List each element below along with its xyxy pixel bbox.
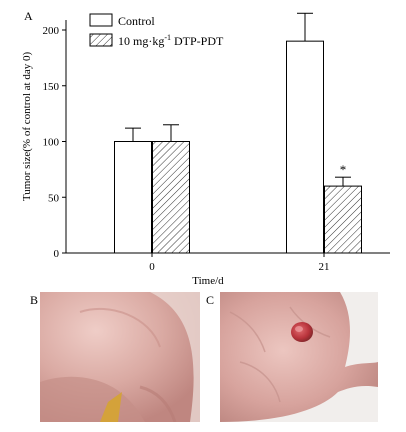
legend: Control 10 mg·kg-1 DTP-PDT: [89, 13, 224, 48]
legend-swatch-control: [89, 13, 113, 27]
plot-area: 0 50 100 150 200 Tumor size(% of control at d…: [21, 12, 390, 287]
panel-a-letter: A: [24, 9, 33, 23]
panel-c-letter: C: [206, 293, 215, 307]
legend-swatch-treated: [89, 33, 113, 47]
y-tick-label: 50: [48, 192, 60, 204]
legend-label-control: Control: [118, 14, 155, 28]
photo-panel-b: [40, 292, 200, 422]
tumor-size-bar-chart: A 0 50 100 150 200 Tumor size(% of control at…: [21, 9, 390, 287]
y-tick-label: 0: [54, 248, 60, 260]
bar-treated-0: [152, 141, 190, 254]
y-tick-label: 150: [43, 81, 60, 93]
legend-label-treated: 10 mg·kg-1 DTP-PDT: [118, 33, 224, 48]
y-axis-label: Tumor size(% of control at day 0): [21, 52, 33, 202]
x-tick-label: 0: [149, 261, 155, 273]
photo-panel-c: [220, 292, 378, 422]
y-tick-label: 100: [43, 137, 60, 149]
significance-asterisk: *: [340, 162, 347, 177]
panel-b-letter: B: [30, 293, 39, 307]
bar-control-21: [286, 40, 324, 254]
x-tick-label: 21: [319, 261, 330, 273]
bar-treated-21: [324, 185, 362, 254]
mouse-photo-control: [40, 292, 200, 422]
yellow-patch: [100, 392, 122, 422]
y-tick-label: 200: [43, 25, 60, 37]
bar-control-0: [114, 141, 152, 254]
mouse-photo-treated: [220, 292, 378, 422]
x-axis-label: Time/d: [192, 275, 224, 287]
tumor: [291, 322, 313, 342]
